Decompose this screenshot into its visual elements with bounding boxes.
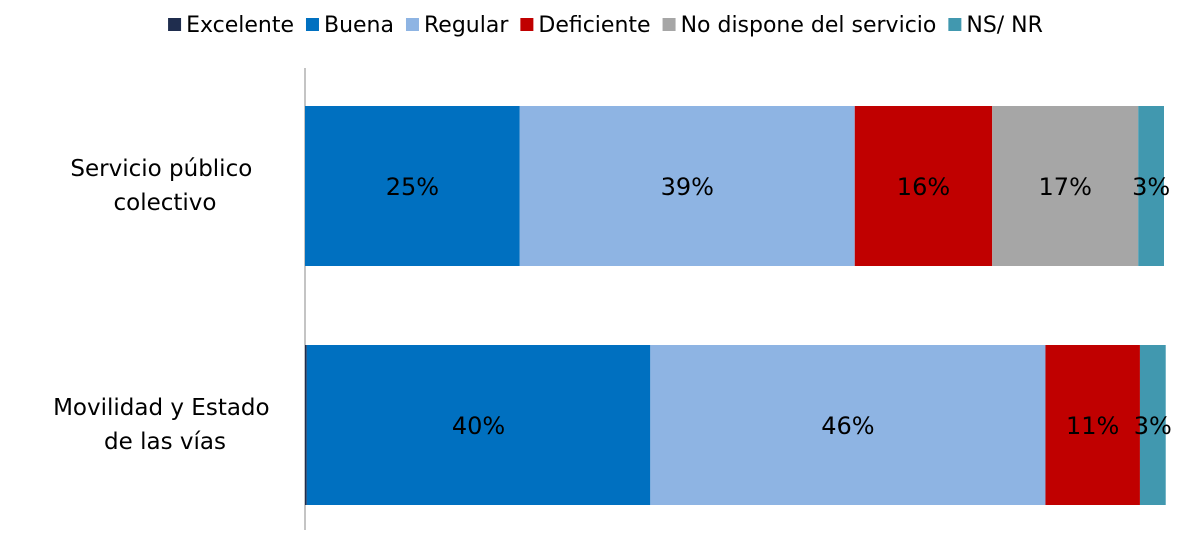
legend-label: Deficiente	[538, 13, 650, 38]
bar-segment	[854, 106, 993, 266]
bar-segment	[1045, 345, 1140, 505]
legend-label: NS/ NR	[966, 13, 1043, 38]
bar-segment	[306, 345, 651, 505]
category-label: Servicio público colectivo	[70, 156, 259, 216]
legend-label: Regular	[424, 13, 509, 38]
bar-segment	[1138, 106, 1164, 266]
data-label: 3%	[1132, 173, 1170, 201]
data-label: 17%	[1039, 173, 1092, 201]
legend-swatch	[948, 18, 962, 31]
bar-segment	[519, 106, 855, 266]
bar-segment	[992, 106, 1139, 266]
data-label: 40%	[452, 412, 505, 440]
legend-swatch	[520, 18, 534, 31]
category-label: Movilidad y Estado de las vías	[53, 395, 277, 455]
legend: Excelente Buena Regular Deficiente No dispon…	[168, 13, 1043, 38]
data-label: 11%	[1066, 412, 1119, 440]
legend-swatch	[405, 18, 419, 31]
data-label: 3%	[1134, 412, 1172, 440]
legend-label: Buena	[324, 13, 394, 38]
data-label: 46%	[821, 412, 874, 440]
bar-segment	[650, 345, 1046, 505]
legend-label: No dispone del servicio	[681, 13, 937, 38]
legend-label: Excelente	[186, 13, 294, 38]
data-label: 16%	[897, 173, 950, 201]
bar-segment	[1139, 345, 1166, 505]
data-label: 39%	[661, 173, 714, 201]
legend-swatch	[662, 18, 676, 31]
data-label: 25%	[386, 173, 439, 201]
bar-segment	[305, 345, 307, 505]
bar-segment	[305, 106, 520, 266]
legend-swatch	[168, 18, 182, 31]
legend-swatch	[305, 18, 319, 31]
